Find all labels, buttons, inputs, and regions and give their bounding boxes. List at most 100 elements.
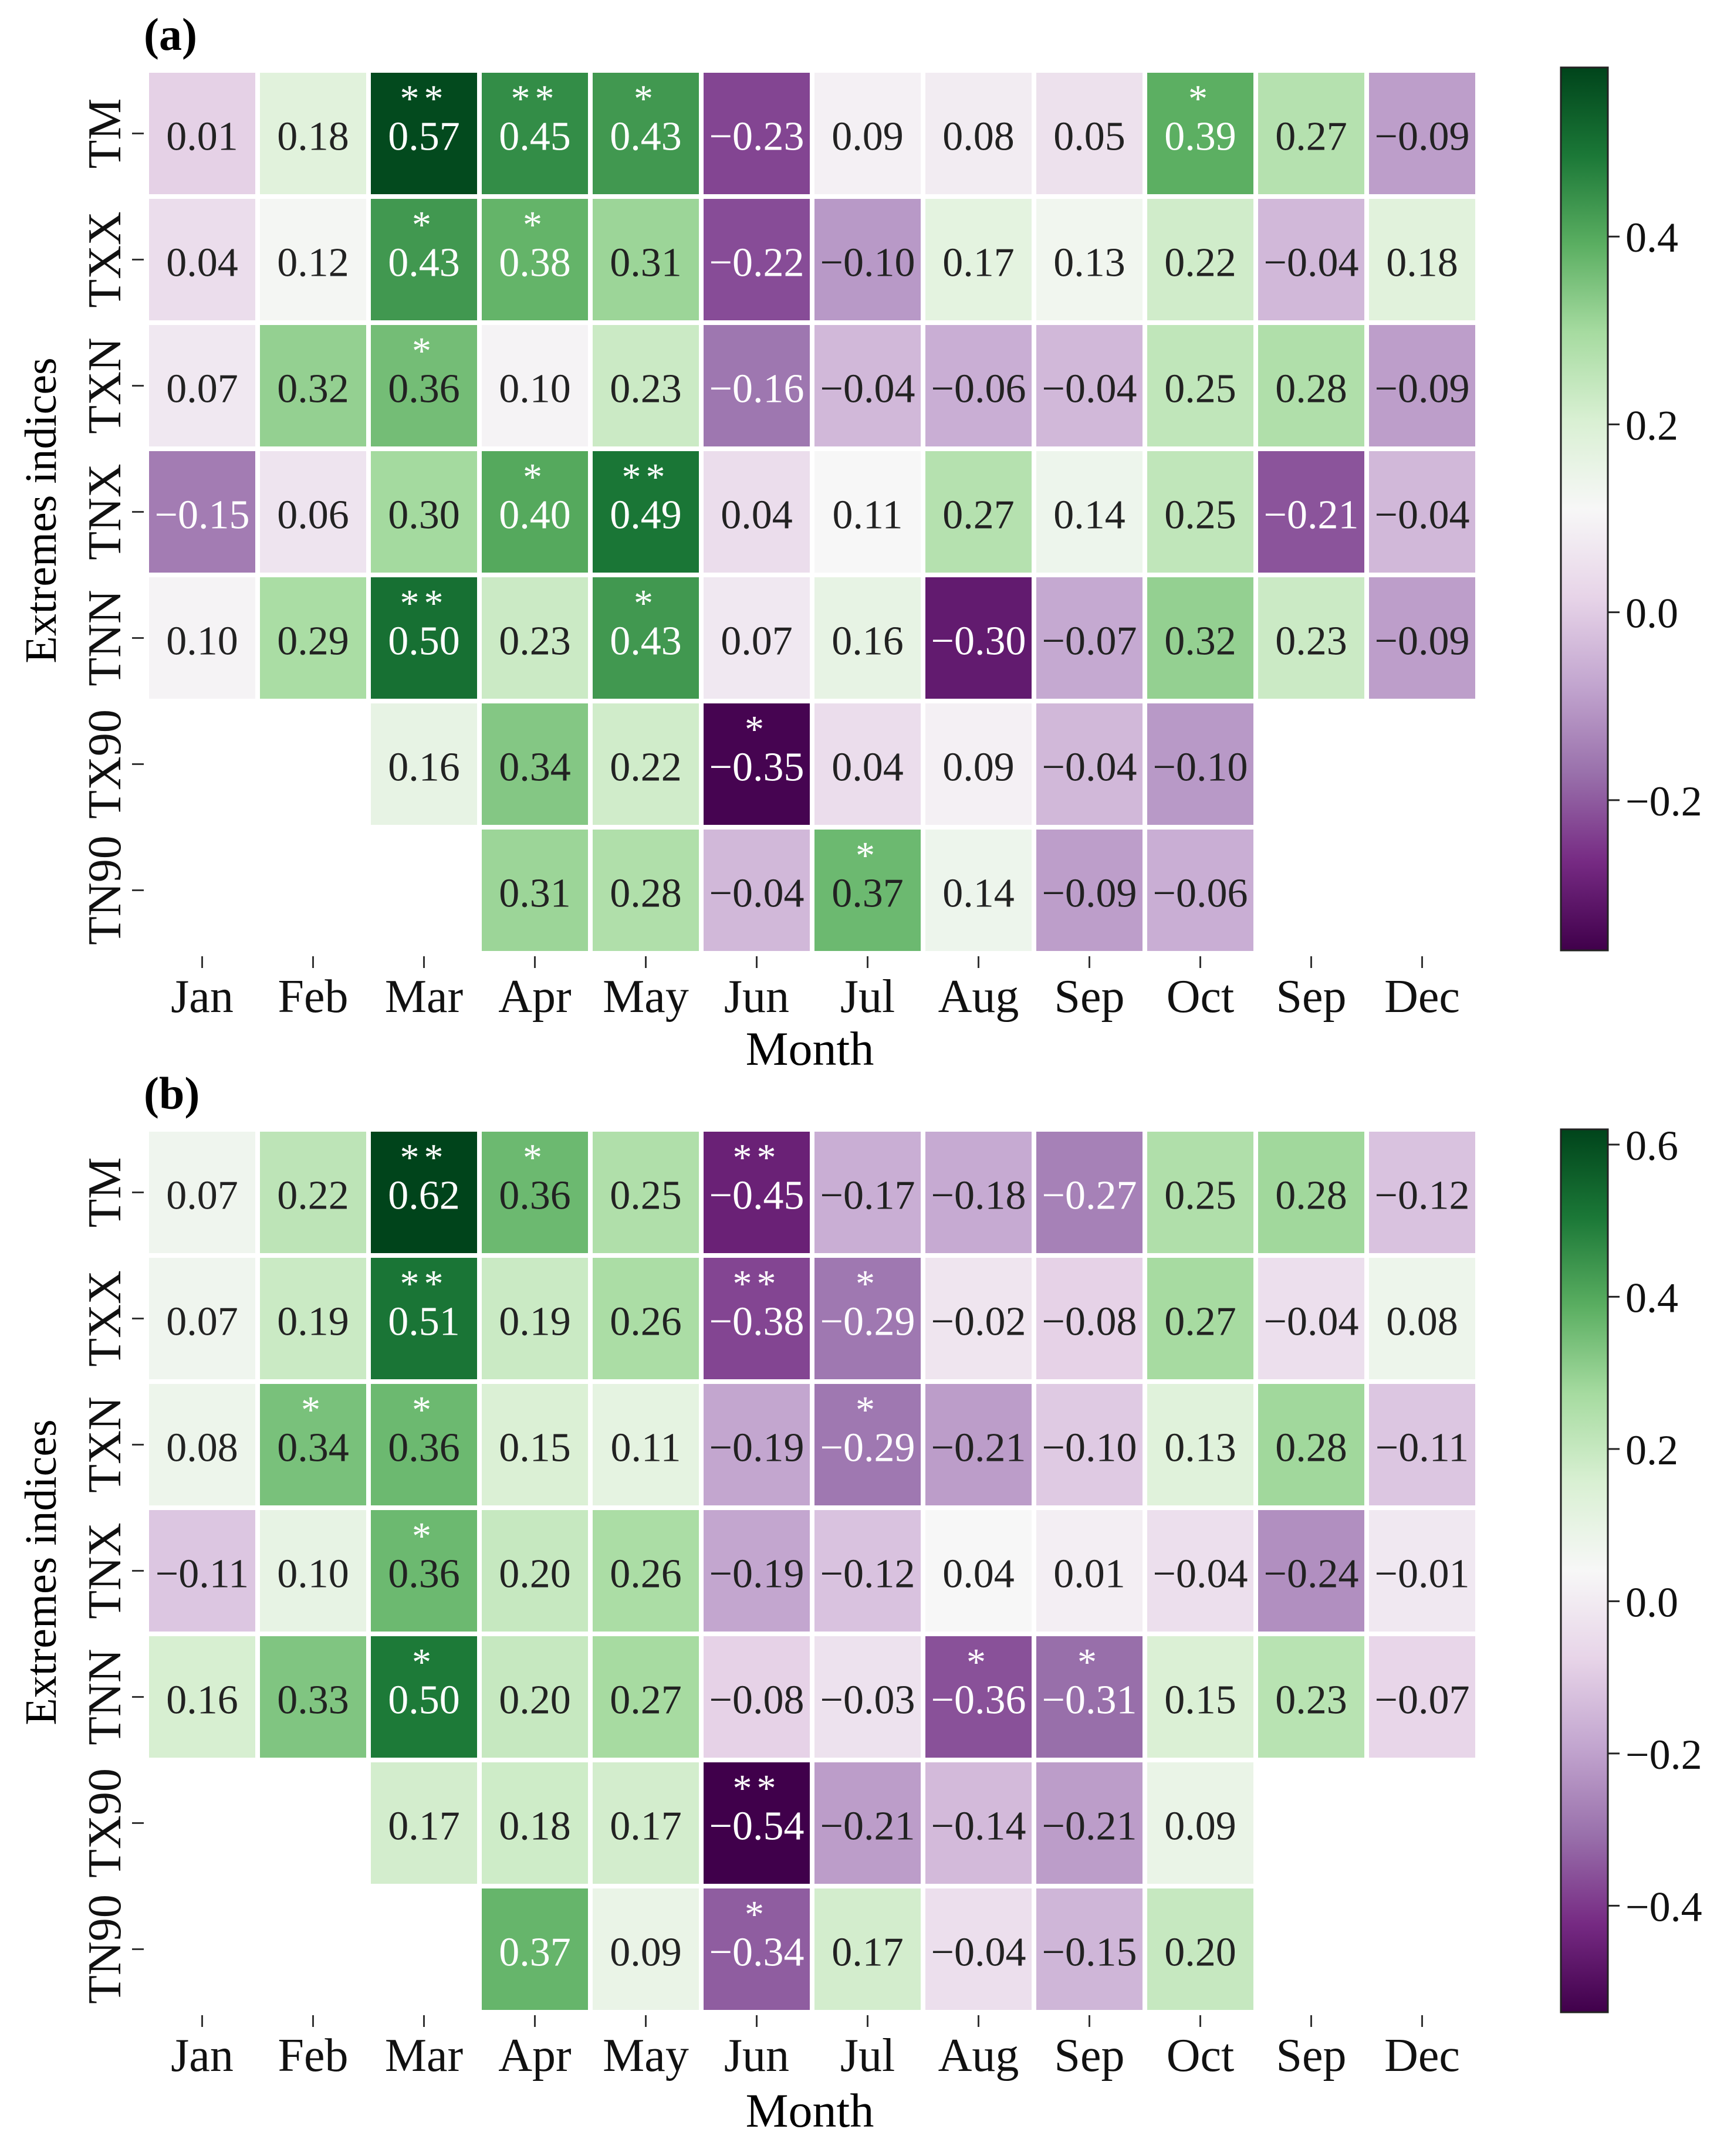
heatmap-cell xyxy=(149,1510,255,1632)
significance-marker: * xyxy=(523,456,547,499)
cell-value-label: −0.06 xyxy=(931,367,1026,412)
cell-value-label: 0.15 xyxy=(1164,1678,1236,1723)
heatmap-cell xyxy=(593,830,699,951)
significance-marker: * xyxy=(412,204,436,246)
y-tick-label: TNX xyxy=(79,463,131,560)
heatmap-cell xyxy=(593,1258,699,1379)
heatmap-cell xyxy=(704,1384,810,1505)
cell-value-label: 0.57 xyxy=(388,114,460,160)
heatmap-cell xyxy=(1147,577,1253,699)
heatmap-cell xyxy=(704,703,810,825)
x-tick-label: Oct xyxy=(1167,971,1235,1023)
heatmap-cell xyxy=(371,199,477,320)
cell-value-label: 0.07 xyxy=(166,367,238,412)
heatmap-cell xyxy=(371,73,477,194)
cell-value-label: 0.22 xyxy=(610,745,682,790)
cell-value-label: 0.43 xyxy=(388,241,460,286)
heatmap-cell xyxy=(1036,73,1143,194)
cell-value-label: −0.21 xyxy=(1264,493,1359,538)
cell-value-label: 0.13 xyxy=(1164,1426,1236,1471)
cell-value-label: 0.51 xyxy=(388,1299,460,1345)
cell-value-label: −0.27 xyxy=(1042,1173,1137,1219)
heatmap-cell xyxy=(371,325,477,446)
heatmap-cell xyxy=(704,199,810,320)
y-tick-label: TXN xyxy=(79,1396,131,1492)
significance-marker: ** xyxy=(400,582,448,625)
cell-value-label: 0.25 xyxy=(1164,1173,1236,1219)
cell-value-label: 0.04 xyxy=(831,745,904,790)
significance-marker: * xyxy=(634,582,658,625)
cell-value-label: 0.05 xyxy=(1053,114,1125,160)
heatmap-cell xyxy=(925,577,1032,699)
cell-value-label: −0.21 xyxy=(820,1804,915,1849)
heatmap-cell xyxy=(704,325,810,446)
heatmap-cell xyxy=(593,1132,699,1253)
heatmap-cell xyxy=(593,703,699,825)
cell-value-label: −0.09 xyxy=(1375,114,1470,160)
heatmap-cell xyxy=(1258,577,1364,699)
cell-value-label: 0.09 xyxy=(1164,1804,1236,1849)
cell-value-label: 0.08 xyxy=(1386,1299,1458,1345)
heatmap-cell xyxy=(1147,73,1253,194)
colorbar-tick-label: 0.6 xyxy=(1625,1122,1678,1169)
colorbar-gradient xyxy=(1560,1128,1609,2013)
heatmap-cell xyxy=(925,325,1032,446)
heatmap-cell xyxy=(260,325,366,446)
cell-value-label: 0.11 xyxy=(833,493,903,538)
cell-value-label: 0.04 xyxy=(942,1552,1015,1597)
heatmap-cell xyxy=(593,73,699,194)
heatmap-cell xyxy=(149,73,255,194)
x-tick-label: Feb xyxy=(278,971,349,1023)
cell-value-label: 0.25 xyxy=(610,1173,682,1219)
heatmap-cell xyxy=(1036,830,1143,951)
y-tick-labels: TM TXX TXN TNX TNN TX90 TN90 xyxy=(79,99,144,945)
heatmap-cell xyxy=(1147,1384,1253,1505)
cell-value-label: 0.28 xyxy=(1275,367,1347,412)
cell-value-label: 0.10 xyxy=(166,619,238,664)
heatmap-cell xyxy=(482,1132,588,1253)
cell-value-label: 0.09 xyxy=(610,1930,682,1975)
significance-marker: * xyxy=(856,834,880,877)
colorbar-tick-label: 0.0 xyxy=(1625,1579,1678,1626)
heatmap-cell xyxy=(814,1762,921,1884)
heatmap-cell xyxy=(925,1258,1032,1379)
colorbar-tick-label: −0.4 xyxy=(1625,1883,1702,1930)
x-tick-label: Aug xyxy=(938,2030,1019,2081)
x-tick-label: Jun xyxy=(724,971,789,1023)
heatmap-cell xyxy=(1258,1636,1364,1758)
cell-value-label: 0.16 xyxy=(388,745,460,790)
heatmap-cell xyxy=(1369,1132,1475,1253)
cell-value-label: 0.16 xyxy=(831,619,904,664)
cell-value-label: 0.30 xyxy=(388,493,460,538)
significance-marker: * xyxy=(301,1389,325,1431)
cell-value-label: 0.20 xyxy=(1164,1930,1236,1975)
x-tick-label: Sep xyxy=(1054,2030,1125,2081)
heatmap-cell xyxy=(925,1762,1032,1884)
heatmap-cell xyxy=(482,1636,588,1758)
cell-value-label: 0.23 xyxy=(610,367,682,412)
x-tick-label: Jul xyxy=(840,971,895,1023)
cell-value-label: 0.43 xyxy=(610,114,682,160)
significance-marker: * xyxy=(1077,1641,1101,1684)
cell-value-label: 0.19 xyxy=(499,1299,571,1345)
heatmap-cell xyxy=(1036,1510,1143,1632)
y-axis-label: Extremes indices xyxy=(16,357,66,663)
cell-value-label: −0.10 xyxy=(1042,1426,1137,1471)
cell-value-label: 0.17 xyxy=(610,1804,682,1849)
heatmap-cell xyxy=(814,1384,921,1505)
cell-value-label: −0.01 xyxy=(1375,1552,1470,1597)
heatmap-cell xyxy=(593,199,699,320)
significance-marker: * xyxy=(523,1136,547,1179)
cell-value-label: 0.28 xyxy=(1275,1426,1347,1471)
heatmap-cell xyxy=(814,1888,921,2010)
cell-value-label: −0.04 xyxy=(1153,1552,1248,1597)
cell-value-label: 0.13 xyxy=(1053,241,1125,286)
heatmap-cell xyxy=(371,1258,477,1379)
cell-value-label: 0.27 xyxy=(1164,1299,1236,1345)
cell-value-label: −0.38 xyxy=(709,1299,805,1345)
x-tick-label: Dec xyxy=(1384,971,1460,1023)
heatmap-cell xyxy=(482,1762,588,1884)
heatmap-cell xyxy=(1147,1258,1253,1379)
cell-value-label: 0.09 xyxy=(831,114,904,160)
